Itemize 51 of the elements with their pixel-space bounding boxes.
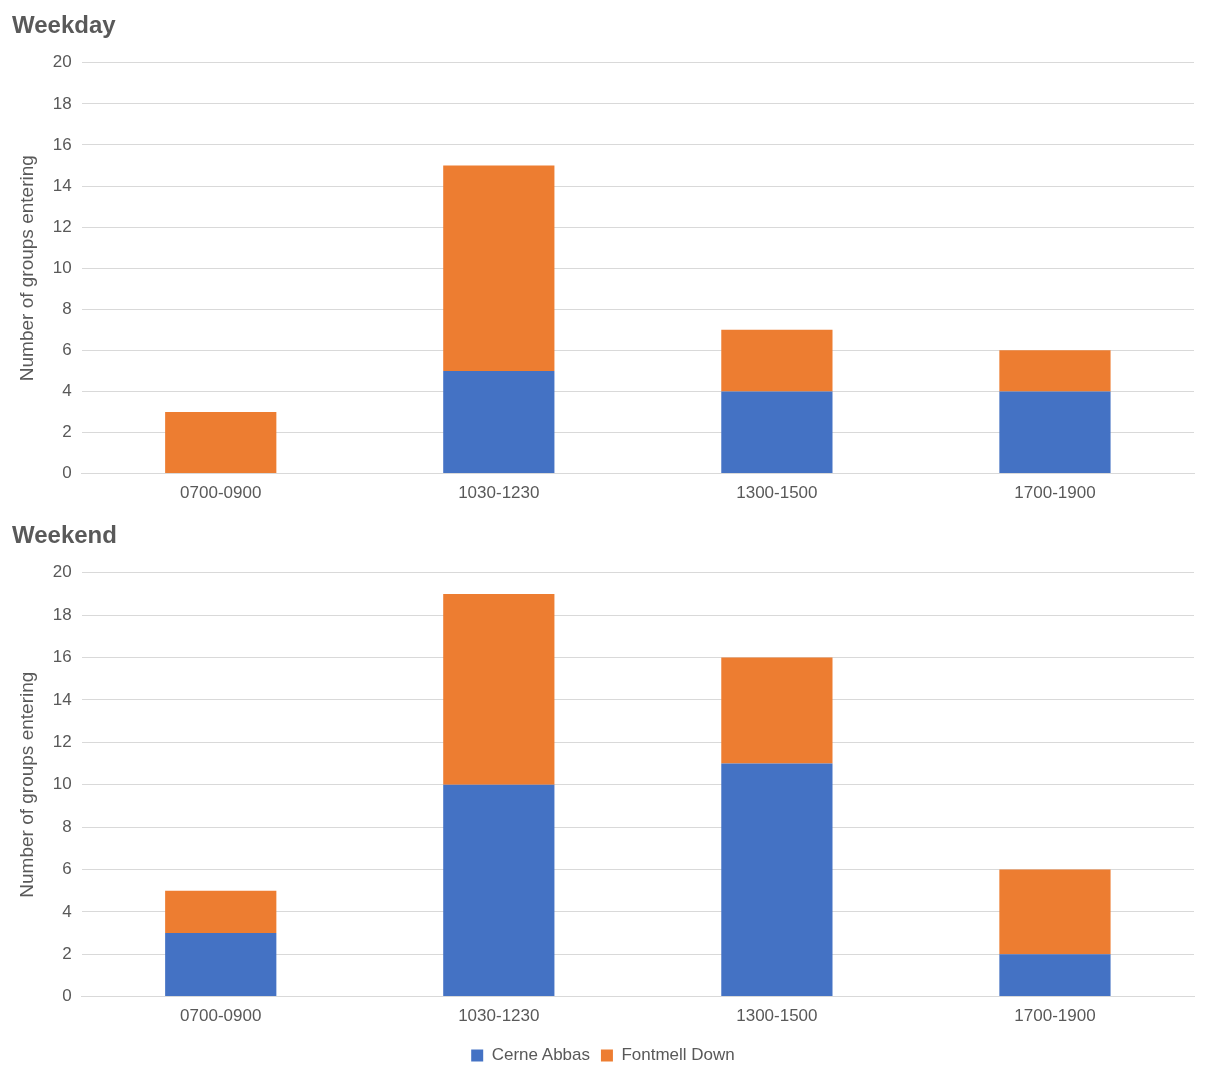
y-tick-label: 0 [62,986,72,1006]
y-tick-label: 4 [62,381,72,401]
chart-title: Weekend [12,521,117,549]
y-tick-label: 6 [62,340,72,360]
y-tick-label: 8 [62,816,72,836]
bar [999,954,1111,997]
chart-title: Weekday [12,11,117,39]
bar [165,933,277,997]
bar [999,391,1111,474]
y-tick-label: 2 [62,422,72,442]
bar [721,763,833,997]
y-tick-label: 16 [52,134,72,154]
bar [999,350,1111,392]
x-tick-label: 1700-1900 [1014,1006,1096,1026]
bar [165,890,277,934]
x-tick-label: 1700-1900 [1014,483,1096,503]
legend-label: Fontmell Down [621,1045,735,1065]
x-tick-label: 1300-1500 [736,483,818,503]
y-tick-label: 16 [52,647,72,667]
y-tick-label: 18 [52,93,72,113]
y-tick-label: 8 [62,298,72,318]
bar [721,657,833,764]
y-tick-label: 14 [52,689,72,709]
y-tick-label: 18 [52,604,72,624]
y-tick-label: 20 [52,562,72,582]
y-tick-label: 4 [62,901,72,921]
bar [165,411,277,474]
y-axis-title: Number of groups entering [15,155,37,382]
x-tick-label: 1030-1230 [458,1006,540,1026]
bar [443,370,555,474]
y-tick-label: 14 [52,175,72,195]
legend-label: Cerne Abbas [491,1045,590,1065]
bar [443,593,555,785]
y-tick-label: 12 [52,216,72,236]
x-tick-label: 1030-1230 [458,483,540,503]
bar [999,869,1111,955]
bar [443,784,555,997]
x-tick-label: 0700-0900 [180,1006,262,1026]
y-tick-label: 6 [62,859,72,879]
y-tick-label: 2 [62,943,72,963]
y-tick-label: 20 [52,52,72,72]
x-tick-label: 0700-0900 [180,483,262,503]
y-axis-title: Number of groups entering [15,671,37,898]
y-tick-label: 10 [52,774,72,794]
y-tick-label: 10 [52,257,72,277]
x-tick-label: 1300-1500 [736,1006,818,1026]
bar [443,165,555,371]
bar [721,391,833,474]
y-tick-label: 0 [62,463,72,483]
y-tick-label: 12 [52,732,72,752]
bar [721,329,833,392]
